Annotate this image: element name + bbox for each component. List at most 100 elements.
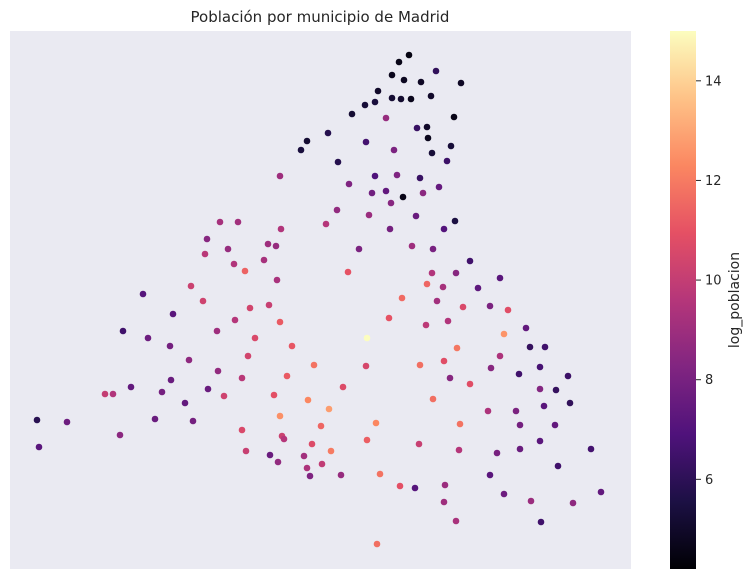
data-point: [456, 420, 464, 428]
data-point: [304, 396, 312, 404]
data-point: [264, 240, 272, 248]
data-point: [486, 302, 494, 310]
data-point: [444, 317, 452, 325]
data-point: [446, 374, 454, 382]
data-point: [101, 390, 109, 398]
data-point: [266, 451, 274, 459]
data-point: [440, 225, 448, 233]
data-point: [408, 242, 416, 250]
data-point: [466, 380, 474, 388]
data-point: [224, 245, 232, 253]
data-point: [382, 187, 390, 195]
colorbar-tick-label: 6: [705, 473, 713, 488]
colorbar-label: log_poblacion: [727, 252, 743, 348]
data-point: [300, 452, 308, 460]
data-point: [484, 407, 492, 415]
data-point: [496, 274, 504, 282]
data-point: [373, 540, 381, 548]
data-point: [325, 405, 333, 413]
data-point: [35, 443, 43, 451]
data-point: [413, 124, 421, 132]
data-point: [419, 189, 427, 197]
data-point: [318, 460, 326, 468]
data-point: [537, 518, 545, 526]
data-point: [459, 303, 467, 311]
data-point: [213, 327, 221, 335]
data-point: [317, 422, 325, 430]
data-point: [452, 517, 460, 525]
data-point: [540, 402, 548, 410]
data-point: [435, 183, 443, 191]
data-point: [395, 58, 403, 66]
data-point: [365, 211, 373, 219]
data-point: [283, 372, 291, 380]
data-point: [355, 245, 363, 253]
colorbar-tick-label: 8: [705, 373, 713, 388]
data-point: [322, 220, 330, 228]
colorbar-tick-label: 12: [705, 174, 722, 189]
data-point: [119, 327, 127, 335]
data-point: [443, 157, 451, 165]
data-point: [388, 71, 396, 79]
data-point: [251, 334, 259, 342]
data-point: [440, 498, 448, 506]
data-point: [424, 134, 432, 142]
data-point: [551, 421, 559, 429]
data-point: [361, 101, 369, 109]
data-point: [496, 352, 504, 360]
data-point: [363, 334, 371, 342]
data-point: [272, 242, 280, 250]
data-point: [385, 314, 393, 322]
data-point: [337, 471, 345, 479]
data-point: [597, 488, 605, 496]
data-point: [297, 146, 305, 154]
data-point: [516, 445, 524, 453]
data-point: [260, 256, 268, 264]
data-point: [390, 146, 398, 154]
data-point: [277, 225, 285, 233]
data-point: [504, 306, 512, 314]
data-point: [405, 51, 413, 59]
data-point: [238, 374, 246, 382]
data-point: [363, 436, 371, 444]
data-point: [362, 138, 370, 146]
data-point: [274, 458, 282, 466]
data-point: [204, 385, 212, 393]
data-point: [230, 260, 238, 268]
data-point: [151, 415, 159, 423]
data-point: [185, 356, 193, 364]
data-point: [526, 343, 534, 351]
data-point: [246, 304, 254, 312]
data-point: [512, 407, 520, 415]
data-point: [564, 372, 572, 380]
data-point: [324, 129, 332, 137]
data-point: [450, 113, 458, 121]
data-point: [310, 361, 318, 369]
chart-title: Población por municipio de Madrid: [191, 8, 450, 26]
data-point: [144, 334, 152, 342]
data-point: [566, 399, 574, 407]
data-point: [116, 431, 124, 439]
data-point: [416, 361, 424, 369]
data-point: [500, 330, 508, 338]
data-point: [203, 235, 211, 243]
data-point: [416, 174, 424, 182]
data-point: [423, 123, 431, 131]
data-point: [440, 357, 448, 365]
data-point: [273, 276, 281, 284]
data-point: [303, 137, 311, 145]
data-point: [238, 426, 246, 434]
data-point: [167, 376, 175, 384]
data-point: [231, 316, 239, 324]
data-point: [536, 385, 544, 393]
colorbar: [670, 31, 696, 569]
data-point: [371, 98, 379, 106]
colorbar-tick-label: 10: [705, 274, 722, 289]
data-point: [371, 172, 379, 180]
data-point: [417, 78, 425, 86]
data-point: [280, 435, 288, 443]
data-point: [466, 257, 474, 265]
data-point: [441, 481, 449, 489]
data-point: [515, 370, 523, 378]
data-point: [569, 499, 577, 507]
